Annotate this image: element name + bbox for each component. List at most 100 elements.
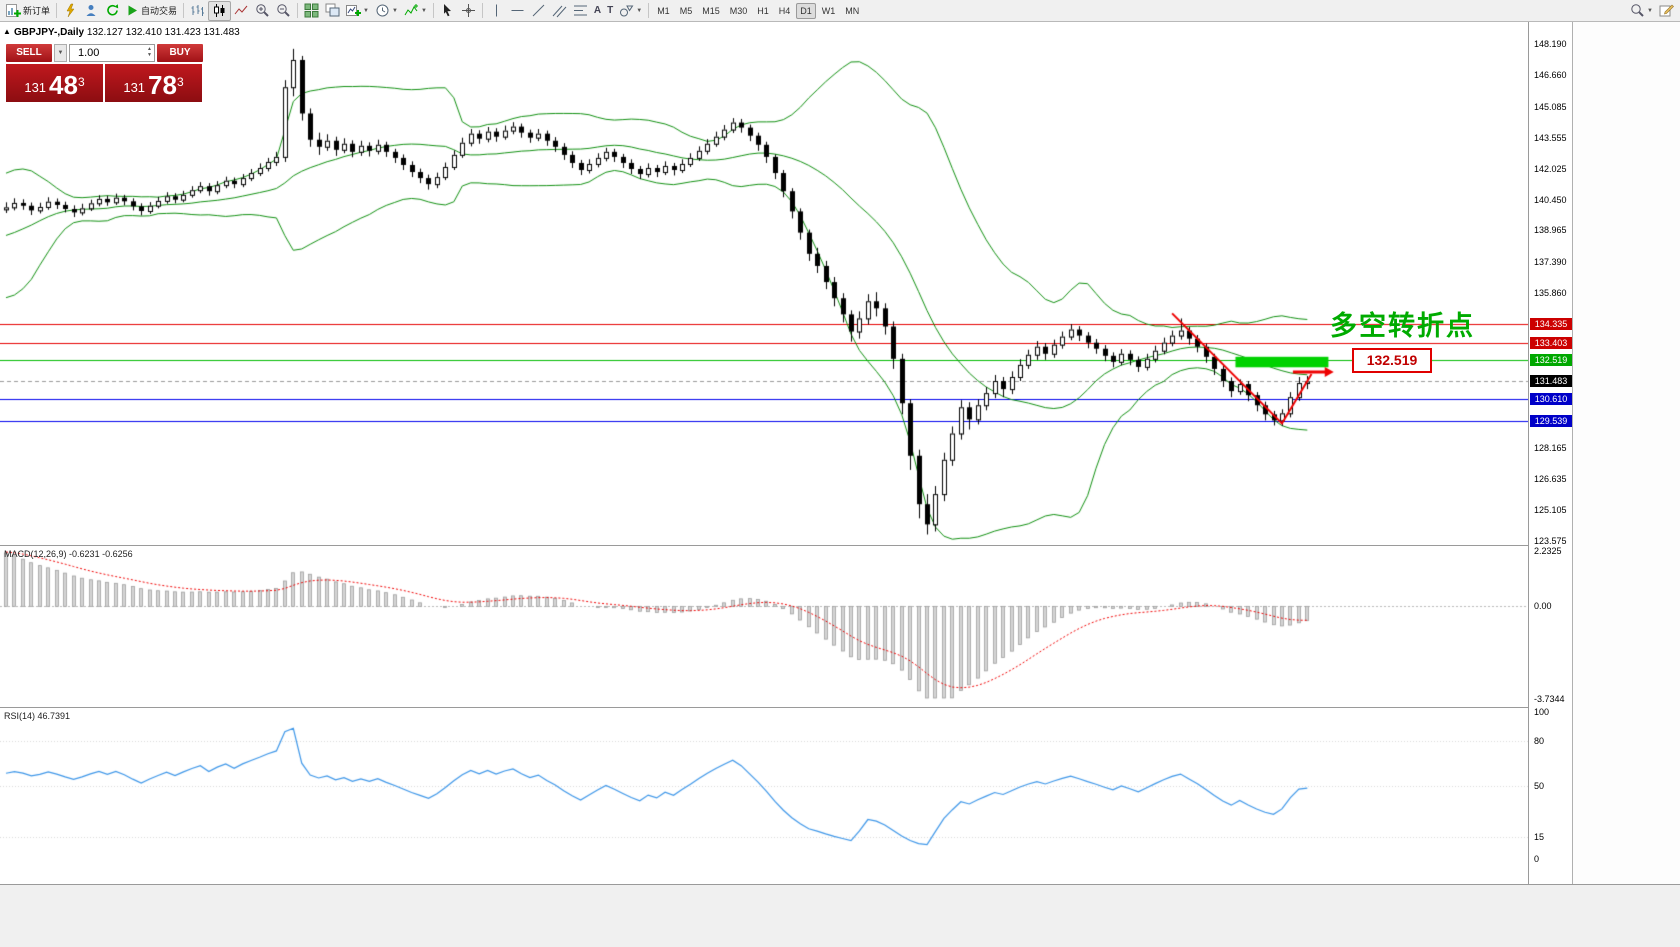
price-line-label: 134.335 — [1530, 317, 1572, 330]
text-tool-button[interactable]: A — [591, 2, 604, 20]
vertical-line-tool-button[interactable] — [486, 2, 507, 20]
trendline-tool-button[interactable] — [528, 2, 549, 20]
rsi-scale-label: 80 — [1534, 736, 1545, 747]
panel-separator[interactable] — [0, 545, 1572, 546]
rsi-indicator-label: RSI(14) 46.7391 — [4, 711, 70, 721]
toolbar-separator — [481, 3, 483, 18]
price-tick-label: 137.390 — [1534, 257, 1567, 268]
price-axis[interactable]: 148.190 146.660 145.085 143.555 142.025 140.4… — [1528, 22, 1572, 884]
price-line-label: 130.610 — [1530, 393, 1572, 405]
new-order-label: 新订单 — [23, 6, 51, 16]
sell-button[interactable]: SELL — [6, 44, 52, 62]
toolbar-separator — [183, 3, 185, 18]
toolbar-separator — [432, 3, 434, 18]
community-icon — [84, 3, 99, 18]
new-chart-button[interactable]: ▼ — [343, 2, 372, 20]
price-line-label: 133.403 — [1530, 336, 1572, 349]
spinner-down-icon[interactable]: ▼ — [147, 52, 152, 58]
refresh-button[interactable] — [102, 2, 123, 20]
price-line-label: 131.483 — [1530, 375, 1572, 388]
community-button[interactable] — [81, 2, 102, 20]
buy-price-point: 3 — [176, 75, 184, 89]
timeframe-w1[interactable]: W1 — [821, 5, 836, 16]
price-line-label: 132.519 — [1530, 354, 1572, 367]
crosshair-icon — [461, 3, 476, 18]
timeframe-m30[interactable]: M30 — [729, 5, 748, 16]
rsi-name: RSI(14) — [4, 711, 36, 721]
horizontal-line-tool-button[interactable] — [507, 2, 528, 20]
buy-price-button[interactable]: 131 78 3 — [105, 64, 202, 102]
panel-separator[interactable] — [0, 707, 1572, 708]
timeframe-m1[interactable]: M1 — [657, 5, 670, 16]
timeframe-h1[interactable]: H1 — [757, 5, 769, 16]
new-order-button[interactable]: 新订单 — [3, 2, 53, 20]
expert-advisor-icon — [63, 3, 78, 18]
spinner-up-icon[interactable]: ▲ — [147, 46, 152, 52]
rsi-panel-canvas[interactable] — [0, 708, 1528, 862]
candlestick-icon — [212, 3, 227, 18]
price-tick-label: 145.085 — [1534, 101, 1567, 112]
rsi-scale-label: 0 — [1534, 854, 1540, 864]
volume-spinner[interactable]: ▲ ▼ — [147, 46, 152, 58]
timeframe-toolbar: M1 M5 M15 M30 H1 H4 D1 W1 MN — [652, 2, 864, 19]
bar-chart-button[interactable] — [187, 2, 208, 20]
timeframe-d1[interactable]: D1 — [796, 2, 816, 19]
line-chart-button[interactable] — [231, 2, 252, 20]
zoom-out-button[interactable] — [273, 2, 294, 20]
order-settings-dropdown[interactable]: ▼ — [54, 44, 67, 62]
timeframe-mn[interactable]: MN — [845, 5, 860, 16]
one-click-trading-panel: SELL ▼ 1.00 ▲ ▼ BUY 131 48 3 131 78 3 — [6, 44, 203, 102]
buy-price-pips: 78 — [148, 70, 177, 100]
vertical-line-icon — [489, 3, 504, 18]
price-tick-label: 135.860 — [1534, 287, 1567, 298]
price-tick-label: 126.635 — [1534, 474, 1567, 485]
price-chart-canvas[interactable] — [0, 22, 1528, 545]
search-button[interactable]: ▼ — [1627, 2, 1656, 20]
oneclick-toggle-icon[interactable]: ▲ — [3, 27, 11, 36]
chart-title: GBPJPY-,Daily 132.127 132.410 131.423 13… — [14, 27, 240, 38]
channel-tool-button[interactable] — [549, 2, 570, 20]
chevron-down-icon: ▼ — [363, 7, 369, 14]
trendline-icon — [531, 3, 546, 18]
tile-windows-button[interactable] — [301, 2, 322, 20]
chevron-down-icon: ▼ — [420, 7, 427, 14]
chevron-down-icon: ▼ — [636, 7, 643, 14]
timeframe-m5[interactable]: M5 — [679, 5, 693, 16]
fibonacci-icon — [573, 3, 588, 18]
horizontal-line-icon — [510, 3, 525, 18]
fibonacci-tool-button[interactable] — [570, 2, 591, 20]
shapes-tool-button[interactable]: ▼ — [616, 2, 645, 20]
timeframe-m15[interactable]: M15 — [702, 5, 720, 16]
right-empty-area — [1572, 22, 1680, 884]
macd-panel-canvas[interactable] — [0, 546, 1528, 707]
zoom-in-button[interactable] — [252, 2, 273, 20]
sell-price-pips: 48 — [49, 70, 78, 100]
turning-point-annotation[interactable]: 多空转折点 — [1330, 311, 1475, 341]
price-tick-label: 123.575 — [1534, 536, 1567, 547]
autotrading-button[interactable]: 自动交易 — [123, 2, 180, 20]
crosshair-tool-button[interactable] — [458, 2, 479, 20]
indicators-icon — [404, 3, 419, 18]
price-tick-label: 143.555 — [1534, 132, 1567, 143]
label-tool-button[interactable]: T — [604, 2, 616, 20]
macd-name: MACD(12,26,9) — [4, 549, 67, 559]
macd-scale-label: 0.00 — [1534, 601, 1552, 612]
candlestick-chart-button[interactable] — [208, 0, 232, 21]
timeframe-h4[interactable]: H4 — [778, 5, 791, 16]
macd-values: -0.6231 -0.6256 — [69, 549, 133, 559]
new-order-icon — [6, 3, 21, 18]
text-icon: A — [593, 5, 602, 16]
price-tick-label: 125.105 — [1534, 505, 1567, 516]
volume-input[interactable]: 1.00 ▲ ▼ — [69, 44, 155, 62]
sell-price-point: 3 — [77, 75, 85, 89]
buy-button[interactable]: BUY — [157, 44, 203, 62]
compose-button[interactable] — [1656, 2, 1677, 20]
rsi-scale-label: 15 — [1534, 831, 1545, 842]
price-callout-label[interactable]: 132.519 — [1352, 348, 1432, 373]
sell-price-button[interactable]: 131 48 3 — [6, 64, 103, 102]
expert-advisor-button[interactable] — [60, 2, 81, 20]
cursor-tool-button[interactable] — [437, 2, 458, 20]
cascade-windows-button[interactable] — [322, 2, 343, 20]
period-button[interactable]: ▼ — [372, 2, 401, 20]
indicators-button[interactable]: ▼ — [401, 2, 430, 20]
